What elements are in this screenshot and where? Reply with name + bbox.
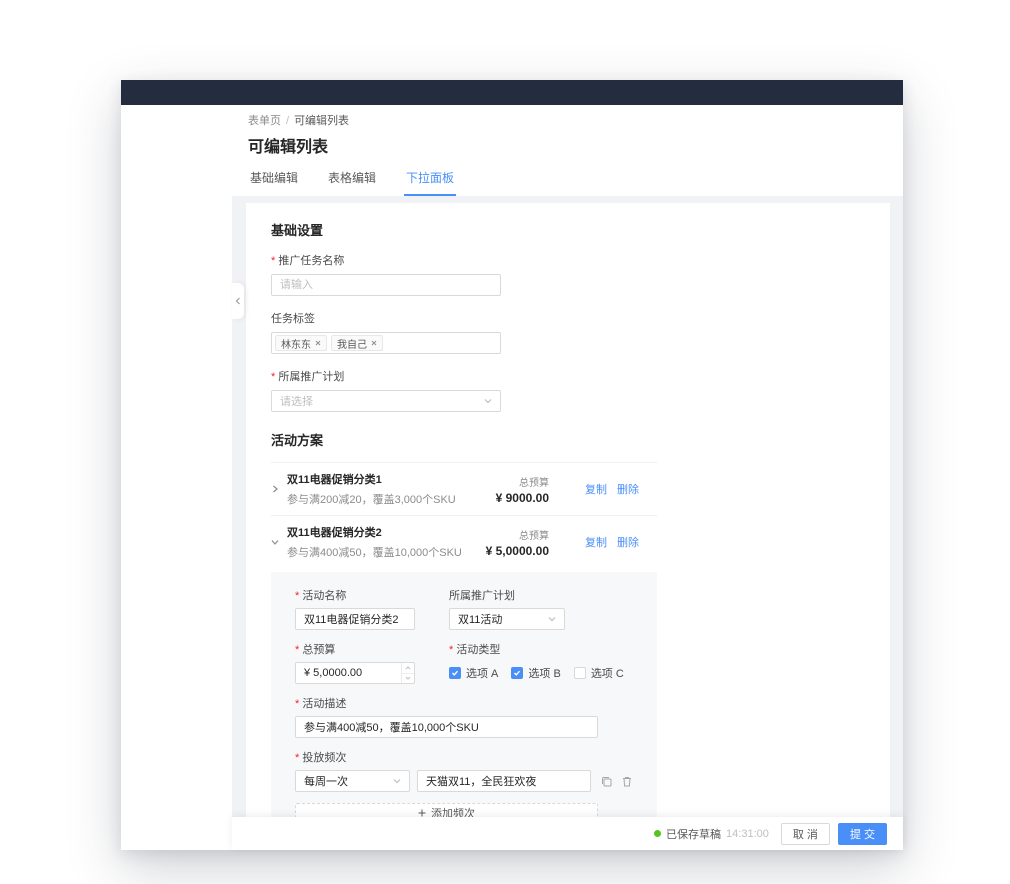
- stepper-up-icon[interactable]: [402, 663, 414, 674]
- budget-label: 总预算: [519, 530, 549, 542]
- plan-select[interactable]: 请选择: [271, 390, 501, 412]
- tag: 林东东: [275, 335, 327, 351]
- chevron-down-icon: [393, 778, 401, 784]
- activity-desc-input[interactable]: [295, 716, 598, 738]
- tag-label: 林东东: [281, 339, 311, 351]
- app-topbar: [121, 80, 903, 105]
- tab-table-edit[interactable]: 表格编辑: [328, 171, 377, 185]
- plan-select-placeholder: 请选择: [280, 396, 313, 408]
- tag-label: 我自己: [337, 339, 367, 351]
- page-title: 可编辑列表: [248, 139, 329, 156]
- task-name-input[interactable]: [271, 274, 501, 296]
- task-tags-input[interactable]: 林东东 我自己: [271, 332, 501, 354]
- copy-icon[interactable]: [601, 776, 612, 787]
- page-content: 基础设置 推广任务名称 任务标签 林东东: [232, 196, 903, 817]
- frequency-label: 投放频次: [295, 749, 633, 765]
- task-name-label: 推广任务名称: [271, 252, 657, 268]
- activity-desc: 参与满200减20，覆盖3,000个SKU: [287, 494, 456, 506]
- field-task-tags: 任务标签 林东东 我自己: [271, 310, 657, 354]
- frequency-select-value: 每周一次: [304, 776, 348, 788]
- activity-editor-panel: 活动名称 所属推广计划 双11活动: [271, 572, 657, 817]
- activity-row: 双11电器促销分类2 参与满400减50，覆盖10,000个SKU 总预算 ¥ …: [271, 516, 657, 568]
- section-title-activities: 活动方案: [271, 433, 324, 448]
- chevron-down-icon[interactable]: [271, 538, 287, 546]
- saved-status: 已保存草稿 14:31:00: [654, 826, 769, 842]
- editor-plan-value: 双11活动: [458, 614, 503, 626]
- saved-time: 14:31:00: [726, 827, 769, 840]
- chevron-left-icon: [235, 297, 241, 305]
- section-title-basic: 基础设置: [271, 223, 324, 238]
- saved-text: 已保存草稿: [666, 828, 722, 841]
- tag-close-icon[interactable]: [371, 340, 377, 346]
- activity-name-input[interactable]: [295, 608, 415, 630]
- delete-link[interactable]: 删除: [617, 484, 639, 496]
- breadcrumb: 表单页 / 可编辑列表: [248, 112, 887, 128]
- trash-icon[interactable]: [622, 776, 632, 787]
- sidebar-collapse-handle[interactable]: [232, 283, 244, 319]
- copy-link[interactable]: 复制: [585, 484, 607, 496]
- submit-button[interactable]: 提 交: [837, 822, 887, 845]
- frequency-name-input[interactable]: [417, 770, 591, 792]
- copy-link[interactable]: 复制: [585, 537, 607, 549]
- checkbox-icon: [511, 667, 524, 679]
- delete-link[interactable]: 删除: [617, 537, 639, 549]
- budget-value: ¥ 5,0000.00: [485, 543, 549, 558]
- activity-row: 双11电器促销分类1 参与满200减20，覆盖3,000个SKU 总预算 ¥ 9…: [271, 463, 657, 516]
- tag-close-icon[interactable]: [315, 340, 321, 346]
- activity-name: 双11电器促销分类2: [287, 527, 382, 539]
- checkbox-icon: [573, 667, 586, 679]
- field-task-name: 推广任务名称: [271, 252, 657, 296]
- editor-plan-label: 所属推广计划: [449, 590, 515, 602]
- activity-list: 双11电器促销分类1 参与满200减20，覆盖3,000个SKU 总预算 ¥ 9…: [271, 462, 657, 568]
- tag: 我自己: [331, 335, 383, 351]
- budget-label: 总预算: [519, 477, 549, 489]
- activity-name-label: 活动名称: [295, 587, 415, 603]
- activity-desc: 参与满400减50，覆盖10,000个SKU: [287, 547, 462, 559]
- checkbox-option-c[interactable]: 选项 C: [573, 665, 624, 681]
- main-area: 表单页 / 可编辑列表 可编辑列表 基础编辑 表格编辑 下拉面板 基础设置 推广任务…: [232, 105, 903, 850]
- budget-input-label: 总预算: [295, 641, 415, 657]
- budget-value: ¥ 9000.00: [495, 490, 549, 505]
- number-stepper: [401, 663, 414, 683]
- activity-type-group: 选项 A 选项 B: [449, 662, 633, 684]
- chevron-down-icon: [548, 616, 556, 622]
- app-window: 表单页 / 可编辑列表 可编辑列表 基础编辑 表格编辑 下拉面板 基础设置 推广任务…: [121, 80, 903, 850]
- add-frequency-button[interactable]: 添加频次: [295, 803, 598, 817]
- checkbox-option-a[interactable]: 选项 A: [449, 665, 498, 681]
- saved-dot-icon: [654, 830, 662, 837]
- page-header: 表单页 / 可编辑列表 可编辑列表 基础编辑 表格编辑 下拉面板: [232, 105, 903, 196]
- footer-bar: 已保存草稿 14:31:00 取 消 提 交: [232, 817, 903, 850]
- breadcrumb-item-form-page[interactable]: 表单页: [248, 115, 281, 127]
- tabs: 基础编辑 表格编辑 下拉面板: [248, 166, 887, 196]
- chevron-down-icon: [484, 398, 492, 404]
- tab-basic-edit[interactable]: 基础编辑: [250, 171, 299, 185]
- footer-cancel-button[interactable]: 取 消: [780, 822, 830, 845]
- frequency-select[interactable]: 每周一次: [295, 770, 410, 792]
- plan-label: 所属推广计划: [271, 368, 657, 384]
- activity-desc-label: 活动描述: [295, 695, 633, 711]
- task-tags-label: 任务标签: [271, 313, 315, 325]
- chevron-right-icon[interactable]: [271, 485, 287, 493]
- field-plan: 所属推广计划 请选择: [271, 368, 657, 412]
- stepper-down-icon[interactable]: [402, 674, 414, 684]
- activity-name: 双11电器促销分类1: [287, 474, 382, 486]
- breadcrumb-item-current: 可编辑列表: [294, 115, 350, 127]
- breadcrumb-separator: /: [286, 115, 290, 127]
- activity-type-label: 活动类型: [449, 641, 633, 657]
- plus-icon: [418, 809, 426, 817]
- budget-input[interactable]: [295, 662, 415, 684]
- checkbox-option-b[interactable]: 选项 B: [511, 665, 561, 681]
- tab-dropdown-panel[interactable]: 下拉面板: [404, 166, 457, 196]
- sidebar: [121, 105, 244, 850]
- checkbox-icon: [449, 667, 461, 679]
- form-card: 基础设置 推广任务名称 任务标签 林东东: [246, 203, 890, 817]
- editor-plan-select[interactable]: 双11活动: [449, 608, 565, 630]
